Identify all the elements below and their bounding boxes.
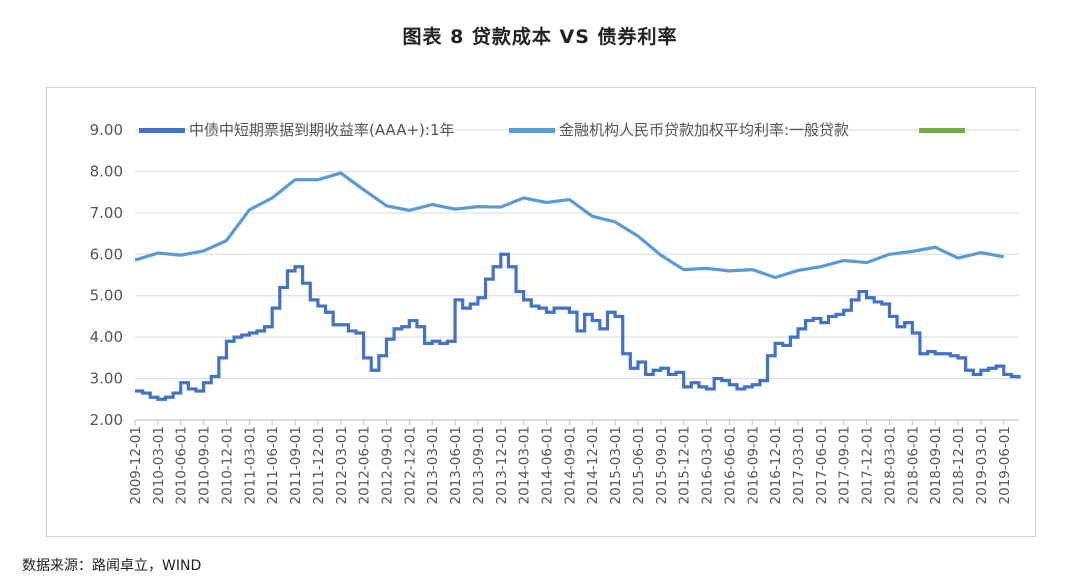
x-tick-label: 2009-12-01	[128, 426, 144, 504]
x-tick-label: 2016-09-01	[745, 426, 761, 504]
legend-item-loan-rate-label: 金融机构人民币贷款加权平均利率:一般贷款	[559, 121, 849, 139]
x-tick-label: 2011-09-01	[288, 426, 304, 504]
x-tick-label: 2013-03-01	[425, 426, 441, 504]
figure-title: 图表 8 贷款成本 VS 债券利率	[402, 26, 678, 48]
x-tick-label: 2010-12-01	[219, 426, 235, 504]
x-tick-label: 2015-09-01	[654, 426, 670, 504]
x-tick-label: 2019-03-01	[974, 426, 990, 504]
x-tick-label: 2016-12-01	[768, 426, 784, 504]
x-tick-label: 2012-12-01	[402, 426, 418, 504]
x-tick-label: 2015-12-01	[677, 426, 693, 504]
x-tick-label: 2014-09-01	[562, 426, 578, 504]
x-tick-label: 2015-03-01	[608, 426, 624, 504]
x-tick-label: 2018-09-01	[928, 426, 944, 504]
x-tick-label: 2016-03-01	[700, 426, 716, 504]
y-axis-ticks: 2.00 3.00 4.00 5.00 6.00 7.00 8.00 9.00	[90, 121, 123, 429]
x-tick-label: 2017-06-01	[814, 426, 830, 504]
x-tick-label: 2014-12-01	[585, 426, 601, 504]
legend-item-bond-yield-label: 中债中短期票据到期收益率(AAA+):1年	[189, 121, 455, 139]
source-note: 数据来源：路闻卓立，WIND	[22, 558, 202, 574]
legend-item-loan-rate-swatch	[509, 128, 555, 133]
line-chart: 2.00 3.00 4.00 5.00 6.00 7.00 8.00 9.00 2009-12…	[90, 121, 1021, 504]
y-tick-label: 9.00	[90, 121, 123, 139]
x-tick-label: 2014-06-01	[540, 426, 556, 504]
x-tick-label: 2018-03-01	[882, 426, 898, 504]
x-tick-label: 2010-09-01	[197, 426, 213, 504]
x-tick-label: 2011-03-01	[242, 426, 258, 504]
x-tick-label: 2010-06-01	[174, 426, 190, 504]
y-tick-label: 8.00	[90, 162, 123, 180]
y-tick-label: 7.00	[90, 204, 123, 222]
x-tick-label: 2012-09-01	[379, 426, 395, 504]
x-tick-label: 2017-03-01	[791, 426, 807, 504]
x-tick-label: 2013-06-01	[448, 426, 464, 504]
grid-lines	[135, 129, 1019, 421]
x-tick-label: 2013-09-01	[471, 426, 487, 504]
legend-item-series3-swatch	[919, 128, 965, 133]
x-tick-label: 2017-12-01	[860, 426, 876, 504]
y-tick-label: 3.00	[90, 370, 123, 388]
y-tick-label: 5.00	[90, 287, 123, 305]
legend: 中债中短期票据到期收益率(AAA+):1年 金融机构人民币贷款加权平均利率:一般贷…	[139, 121, 965, 139]
x-tick-label: 2011-12-01	[311, 426, 327, 504]
y-tick-label: 6.00	[90, 245, 123, 263]
x-tick-label: 2019-06-01	[997, 426, 1013, 504]
x-tick-label: 2017-09-01	[837, 426, 853, 504]
x-tick-label: 2012-03-01	[334, 426, 350, 504]
series-lines	[134, 171, 1021, 401]
x-tick-label: 2015-06-01	[631, 426, 647, 504]
x-tick-label: 2014-03-01	[517, 426, 533, 504]
x-tick-label: 2011-06-01	[265, 426, 281, 504]
x-tick-label: 2013-12-01	[494, 426, 510, 504]
chart-frame: 2.00 3.00 4.00 5.00 6.00 7.00 8.00 9.00 2009-12…	[46, 87, 1036, 537]
x-tick-label: 2010-03-01	[151, 426, 167, 504]
x-axis-ticks: 2009-12-01 2010-03-01 2010-06-01 2010-09-01…	[128, 420, 1013, 504]
x-tick-label: 2012-06-01	[357, 426, 373, 504]
legend-item-bond-yield-swatch	[139, 128, 185, 133]
y-tick-label: 2.00	[90, 411, 123, 429]
x-tick-label: 2018-06-01	[905, 426, 921, 504]
series-line-loan-rate	[134, 171, 1005, 280]
x-tick-label: 2018-12-01	[951, 426, 967, 504]
series-line-bond-yield	[135, 252, 1021, 401]
y-tick-label: 4.00	[90, 328, 123, 346]
x-tick-label: 2016-06-01	[722, 426, 738, 504]
